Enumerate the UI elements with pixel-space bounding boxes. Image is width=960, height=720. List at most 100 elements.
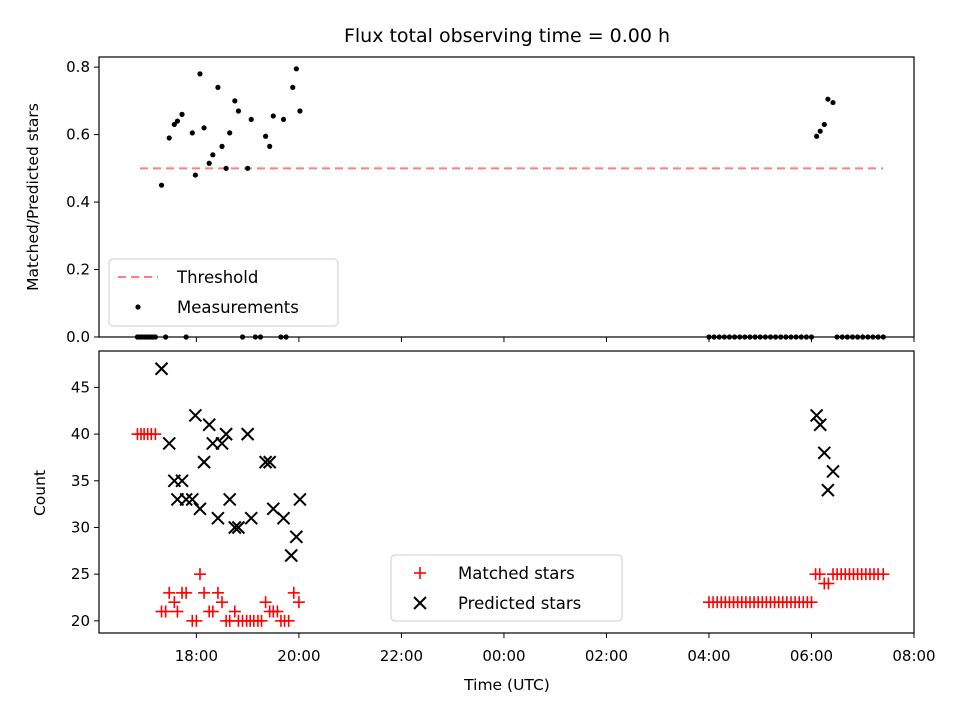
predicted-star-stroke bbox=[258, 455, 273, 469]
measurement-point bbox=[270, 113, 276, 119]
predicted-star-point bbox=[223, 492, 237, 507]
predicted-star-stroke bbox=[188, 408, 203, 423]
measurement-point bbox=[737, 334, 743, 340]
measurement-point bbox=[788, 334, 794, 340]
matched-star-point bbox=[228, 605, 241, 618]
measurement-point bbox=[798, 334, 804, 340]
measurement-point bbox=[870, 334, 876, 340]
measurement-point bbox=[245, 165, 251, 171]
measurement-point bbox=[830, 99, 836, 106]
predicted-star-stroke bbox=[223, 492, 237, 507]
measurement-point bbox=[201, 125, 207, 131]
measurement-point bbox=[865, 334, 871, 340]
predicted-star-stroke bbox=[185, 492, 199, 507]
measurement-point bbox=[297, 108, 303, 114]
predicted-star-point bbox=[154, 362, 169, 376]
predicted-star-point bbox=[813, 418, 827, 432]
measurement-point bbox=[767, 334, 774, 340]
measurement-point bbox=[293, 66, 299, 72]
measurement-point bbox=[223, 165, 229, 171]
predicted-star-stroke bbox=[813, 418, 827, 432]
measurement-point bbox=[817, 128, 823, 134]
predicted-star-point bbox=[185, 492, 199, 507]
measurement-point bbox=[783, 334, 789, 340]
x-tick-label: 06:00 bbox=[790, 647, 833, 665]
predicted-star-stroke bbox=[266, 502, 280, 516]
y-tick-label: 35 bbox=[71, 472, 90, 490]
x-tick-label: 22:00 bbox=[380, 647, 423, 665]
predicted-star-stroke bbox=[276, 511, 291, 525]
y-tick-label: 0.4 bbox=[66, 193, 90, 211]
predicted-star-point bbox=[289, 530, 304, 544]
measurement-point bbox=[215, 84, 221, 90]
measurement-point bbox=[252, 334, 258, 340]
legend-measurements-swatch bbox=[135, 304, 141, 310]
legend-matched-label: Matched stars bbox=[458, 564, 575, 583]
measurement-point bbox=[152, 334, 158, 340]
measurement-point bbox=[731, 334, 738, 340]
predicted-star-stroke bbox=[202, 418, 216, 432]
matched-star-point bbox=[282, 614, 295, 627]
measurement-point bbox=[839, 334, 845, 340]
measurement-point bbox=[179, 111, 185, 117]
matched-star-point bbox=[149, 428, 162, 441]
y-tick-label: 0.2 bbox=[66, 261, 90, 279]
predicted-star-stroke bbox=[826, 464, 840, 479]
top-plot-frame bbox=[98, 56, 915, 338]
predicted-star-point bbox=[193, 502, 207, 516]
matched-star-point bbox=[163, 586, 176, 599]
predicted-star-point bbox=[202, 418, 216, 432]
matched-star-point bbox=[180, 586, 193, 599]
measurement-point bbox=[834, 334, 840, 340]
measurement-point bbox=[778, 334, 784, 340]
predicted-star-point bbox=[809, 408, 824, 423]
predicted-star-stroke bbox=[193, 502, 207, 516]
predicted-star-point bbox=[244, 511, 258, 525]
y-tick-label: 40 bbox=[71, 425, 90, 443]
legend-measurements-label: Measurements bbox=[177, 298, 299, 317]
measurement-point bbox=[793, 334, 799, 340]
matched-star-point bbox=[159, 605, 172, 618]
predicted-star-stroke bbox=[821, 483, 835, 497]
predicted-star-stroke bbox=[219, 427, 233, 441]
bottom-plot-frame bbox=[98, 350, 915, 634]
measurement-point bbox=[747, 334, 753, 340]
matched-star-point bbox=[287, 586, 300, 599]
x-axis-label: Time (UTC) bbox=[463, 676, 550, 694]
y-tick-label: 0.8 bbox=[66, 58, 90, 76]
y-tick-label: 20 bbox=[71, 612, 90, 630]
top-x-ticks bbox=[195, 337, 915, 342]
predicted-star-stroke bbox=[284, 548, 298, 563]
measurement-point bbox=[262, 133, 269, 139]
legend-predicted-swatch bbox=[413, 596, 427, 610]
predicted-star-point bbox=[219, 427, 233, 441]
x-tick-label: 18:00 bbox=[175, 647, 218, 665]
matched-star-point bbox=[292, 596, 305, 609]
matched-star-point bbox=[171, 605, 184, 618]
matched-star-point bbox=[198, 586, 211, 599]
measurement-point bbox=[880, 334, 886, 340]
predicted-star-stroke bbox=[240, 427, 255, 441]
measurement-points bbox=[134, 66, 886, 340]
predicted-star-point bbox=[240, 427, 255, 441]
matched-stars-points bbox=[131, 428, 890, 627]
predicted-star-stroke bbox=[211, 511, 225, 525]
predicted-star-stroke bbox=[179, 492, 193, 507]
legend-threshold-label: Threshold bbox=[176, 268, 258, 287]
measurement-point bbox=[197, 71, 203, 77]
predicted-star-point bbox=[276, 511, 291, 525]
measurement-point bbox=[716, 334, 722, 340]
predicted-star-stroke bbox=[809, 408, 824, 423]
matched-star-point bbox=[190, 614, 203, 627]
matched-star-point bbox=[259, 596, 272, 609]
predicted-star-stroke bbox=[175, 474, 189, 488]
matched-star-point bbox=[271, 605, 284, 618]
matched-star-point bbox=[168, 596, 181, 609]
x-tick-label: 04:00 bbox=[687, 647, 730, 665]
x-tick-label: 02:00 bbox=[585, 647, 628, 665]
measurement-point bbox=[757, 334, 763, 340]
matched-star-point bbox=[206, 605, 219, 618]
measurement-point bbox=[239, 334, 246, 340]
matched-star-point bbox=[216, 596, 229, 609]
